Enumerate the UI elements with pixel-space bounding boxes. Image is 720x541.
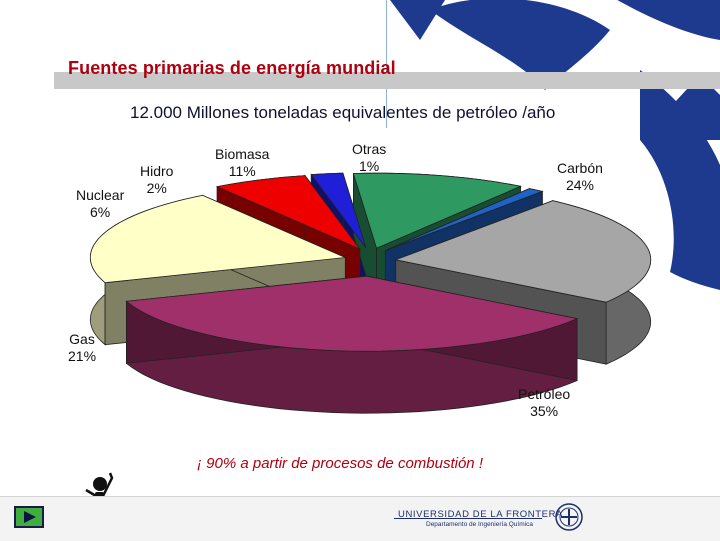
footer-bar	[0, 496, 720, 541]
slice-name: Carbón	[557, 160, 603, 176]
department-name: Departamento de Ingeniería Química	[426, 521, 533, 528]
university-name: UNIVERSIDAD DE LA FRONTERA	[398, 509, 563, 520]
footer-note: ¡ 90% a partir de procesos de combustión…	[197, 455, 483, 472]
pie-slice-petróleo	[125, 275, 579, 352]
slice-percent: 24%	[565, 177, 594, 193]
page-title: Fuentes primarias de energía mundial	[68, 58, 396, 78]
pie-slice-carbón	[394, 200, 652, 303]
title-bar	[54, 72, 720, 89]
pie-slice-nuclear	[215, 175, 361, 250]
slice-percent: 11%	[228, 163, 256, 179]
pie-slice-hidro	[310, 172, 367, 249]
page-subtitle: 12.000 Millones toneladas equivalentes d…	[130, 103, 556, 122]
slice-label-petroleo: Petróleo 35%	[518, 386, 570, 420]
university-logo-icon	[555, 503, 583, 531]
slice-label-hidro: Hidro 2%	[140, 163, 173, 197]
slice-name: Petróleo	[518, 386, 571, 402]
slice-percent: 1%	[359, 158, 380, 174]
slice-name: Otras	[352, 141, 387, 157]
slice-percent: 35%	[530, 403, 559, 419]
slice-percent: 21%	[68, 348, 97, 364]
next-button[interactable]	[14, 506, 44, 528]
slice-label-nuclear: Nuclear 6%	[76, 187, 124, 221]
slice-name: Biomasa	[215, 146, 270, 162]
slice-name: Hidro	[140, 163, 174, 179]
pie-slice-otras	[385, 188, 544, 251]
slice-percent: 2%	[146, 180, 167, 196]
divider-line	[386, 0, 387, 128]
next-arrow-icon	[24, 511, 36, 523]
slice-name: Gas	[69, 331, 95, 347]
slice-label-gas: Gas 21%	[68, 331, 96, 365]
pie-slice-biomasa	[352, 172, 522, 249]
university-separator	[394, 518, 542, 519]
pie-slice-gas	[89, 194, 347, 284]
slice-label-carbon: Carbón 24%	[557, 160, 603, 194]
slice-name: Nuclear	[76, 187, 125, 203]
slice-label-biomasa: Biomasa 11%	[215, 146, 269, 180]
slice-label-otras: Otras 1%	[352, 141, 386, 175]
slice-percent: 6%	[90, 204, 111, 220]
